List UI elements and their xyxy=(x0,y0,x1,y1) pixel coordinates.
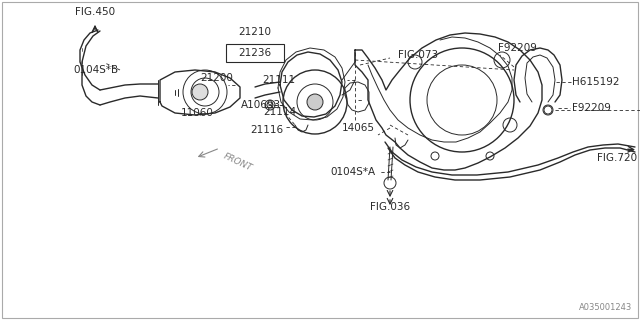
Text: 21200: 21200 xyxy=(200,73,233,83)
Text: 21114: 21114 xyxy=(263,107,296,117)
Text: 21116: 21116 xyxy=(250,125,283,135)
Text: 21210: 21210 xyxy=(239,27,271,37)
Text: 14065: 14065 xyxy=(342,123,375,133)
Text: FIG.450: FIG.450 xyxy=(75,7,115,17)
Text: F92209: F92209 xyxy=(498,43,537,53)
Text: 0104S*A: 0104S*A xyxy=(330,167,375,177)
Text: FIG.073: FIG.073 xyxy=(398,50,438,60)
Text: F92209: F92209 xyxy=(572,103,611,113)
Text: 11060: 11060 xyxy=(180,108,213,118)
Text: 0104S*B: 0104S*B xyxy=(73,65,118,75)
Circle shape xyxy=(192,84,208,100)
Text: FIG.036: FIG.036 xyxy=(370,202,410,212)
Text: 21236: 21236 xyxy=(239,48,271,58)
Text: FRONT: FRONT xyxy=(222,152,253,173)
Circle shape xyxy=(307,94,323,110)
Text: FIG.720: FIG.720 xyxy=(597,153,637,163)
Text: A035001243: A035001243 xyxy=(579,303,632,312)
Text: 21111: 21111 xyxy=(262,75,295,85)
Text: A10693: A10693 xyxy=(241,100,281,110)
Bar xyxy=(226,44,284,62)
Text: H615192: H615192 xyxy=(572,77,620,87)
